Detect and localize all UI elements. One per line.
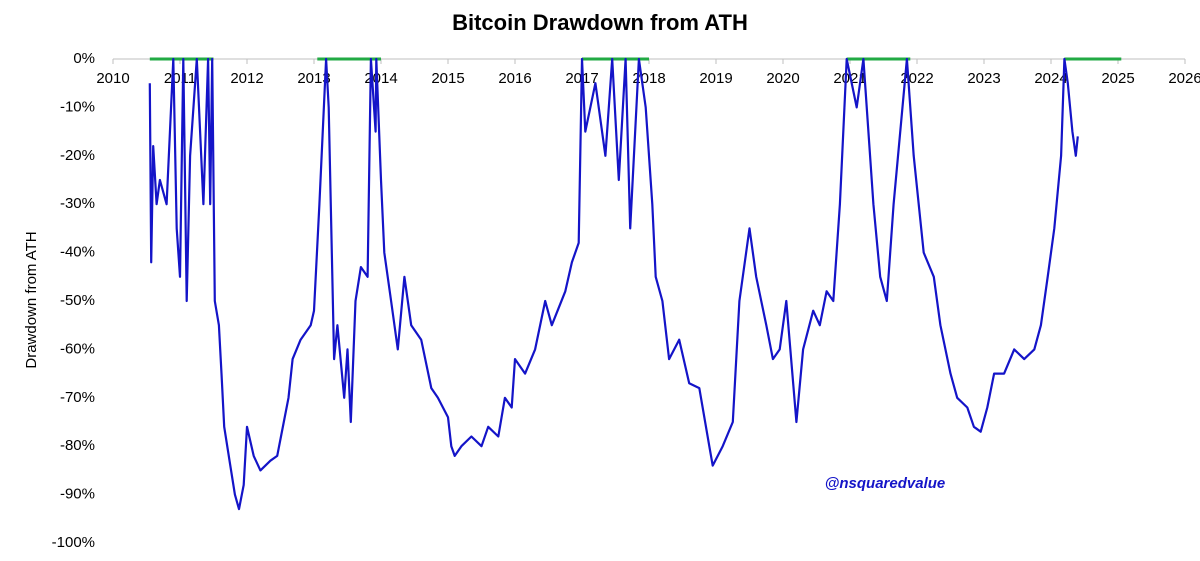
x-tick-label: 2012 <box>230 70 263 87</box>
x-tick-label: 2024 <box>1034 70 1067 87</box>
y-tick-label: -70% <box>60 389 95 406</box>
chart-title: Bitcoin Drawdown from ATH <box>452 10 748 35</box>
x-tick-label: 2020 <box>766 70 799 87</box>
y-tick-label: 0% <box>73 50 95 67</box>
x-tick-label: 2010 <box>96 70 129 87</box>
y-tick-label: -20% <box>60 147 95 164</box>
y-tick-label: -30% <box>60 195 95 212</box>
x-tick-label: 2011 <box>164 70 196 87</box>
x-tick-label: 2019 <box>699 70 732 87</box>
annotation: @nsquaredvalue <box>825 475 946 492</box>
x-tick-label: 2025 <box>1101 70 1134 87</box>
y-tick-label: -40% <box>60 244 95 261</box>
y-tick-label: -10% <box>60 98 95 115</box>
y-tick-label: -50% <box>60 292 95 309</box>
x-tick-label: 2013 <box>297 70 330 87</box>
y-tick-label: -100% <box>52 534 95 551</box>
y-tick-label: -80% <box>60 437 95 454</box>
x-tick-label: 2014 <box>364 70 397 87</box>
line-series <box>148 57 1079 511</box>
y-tick-label: -60% <box>60 340 95 357</box>
x-tick-label: 2023 <box>967 70 1000 87</box>
y-tick-label: -90% <box>60 486 95 503</box>
y-axis-label: Drawdown from ATH <box>23 231 40 368</box>
x-tick-label: 2016 <box>498 70 531 87</box>
x-tick-label: 2015 <box>431 70 464 87</box>
x-tick-label: 2026 <box>1168 70 1200 87</box>
